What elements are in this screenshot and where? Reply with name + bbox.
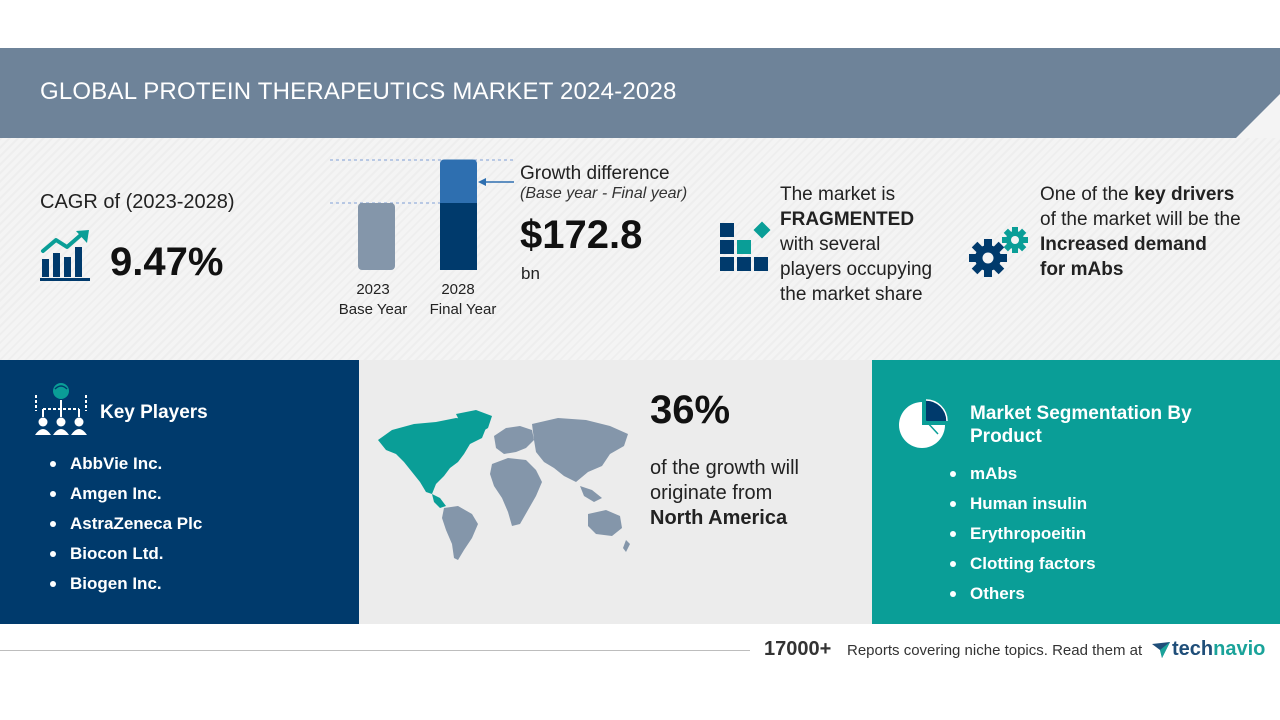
list-item: Erythropoeitin [948,523,1096,553]
geography-panel [359,360,872,624]
key-players-panel [0,360,359,624]
drivers-pre: One of the [1040,184,1135,205]
bar-caption-2023: Base Year [339,301,407,318]
fragmented-emphasis: FRAGMENTED [780,209,915,230]
list-item: AbbVie Inc. [48,453,202,483]
map-australia [588,510,622,536]
drivers-emphasis2: Increased demand [1040,234,1207,255]
map-europe [494,426,534,454]
header-corner [1236,94,1280,138]
fragmented-line4: players occupying [780,259,933,280]
fragmented-line5: the market share [780,284,923,305]
geography-percent: 36% [650,388,731,432]
key-players-title: Key Players [100,402,208,423]
growth-title: Growth difference [520,163,670,184]
list-item: Others [948,583,1096,613]
fragmented-text: The market is FRAGMENTED with several pl… [780,182,960,307]
map-africa [490,458,542,526]
cagr-value: 9.47% [110,240,224,284]
network-people-icon [35,383,87,435]
footer-divider [0,650,750,651]
list-item: Human insulin [948,493,1096,523]
geography-line2: originate from [650,482,773,504]
list-item: Clotting factors [948,553,1096,583]
list-item: Biocon Ltd. [48,543,202,573]
gears-icon [969,227,1028,277]
page-title: GLOBAL PROTEIN THERAPEUTICS MARKET 2024-… [40,78,677,105]
list-item: Amgen Inc. [48,483,202,513]
growth-chart-icon [40,230,90,281]
map-asia [532,418,628,482]
map-north-america [378,418,486,494]
map-greenland [456,410,492,434]
map-south-america [442,506,478,560]
technavio-logo-icon [1152,642,1170,658]
growth-bar-chart: 2023 Base Year 2028 Final Year [330,159,514,318]
geography-line1: of the growth will [650,457,799,479]
header-band [0,48,1280,138]
bar-2028-increment [440,159,477,207]
map-southeast-asia [580,486,602,502]
bar-year-2023: 2023 [356,281,389,298]
growth-unit: bn [521,264,540,283]
world-map-icon [378,410,630,560]
growth-subtitle: (Base year - Final year) [520,185,688,202]
drivers-emphasis1: key drivers [1134,184,1235,205]
geography-region: North America [650,507,788,529]
bar-caption-2028: Final Year [430,301,497,318]
footer-text: Reports covering niche topics. Read them… [847,642,1143,659]
segmentation-title: Market Segmentation By Product [970,403,1192,447]
map-new-zealand [623,540,630,552]
fragmented-line1: The market is [780,184,896,205]
pie-chart-icon [899,399,948,448]
list-item: mAbs [948,463,1096,493]
growth-arrow-head [478,178,486,186]
list-item: AstraZeneca Plc [48,513,202,543]
summary-panel [0,138,1280,360]
drivers-text: One of the key drivers of the market wil… [1040,182,1270,282]
bar-2028-base [440,203,477,270]
drivers-line2: of the market will be the [1040,209,1241,230]
segmentation-panel [872,360,1280,624]
brand-name-tech: tech [1172,637,1214,660]
list-item: Biogen Inc. [48,573,202,603]
key-players-list: AbbVie Inc. Amgen Inc. AstraZeneca Plc B… [48,453,202,603]
geography-text: of the growth will originate from North … [650,456,860,531]
map-central-america [432,494,446,508]
technavio-logo[interactable]: tech navio [1150,636,1265,662]
brand-name-navio: navio [1213,637,1266,660]
bar-2023 [358,203,395,270]
report-count: 17000+ [764,638,832,660]
bar-year-2028: 2028 [441,281,474,298]
drivers-emphasis3: for mAbs [1040,259,1124,280]
growth-value: $172.8 [520,213,643,257]
cagr-label: CAGR of (2023-2028) [40,191,235,213]
fragmented-line3: with several [780,234,881,255]
segmentation-list: mAbs Human insulin Erythropoeitin Clotti… [948,463,1096,613]
blocks-icon [720,221,771,271]
